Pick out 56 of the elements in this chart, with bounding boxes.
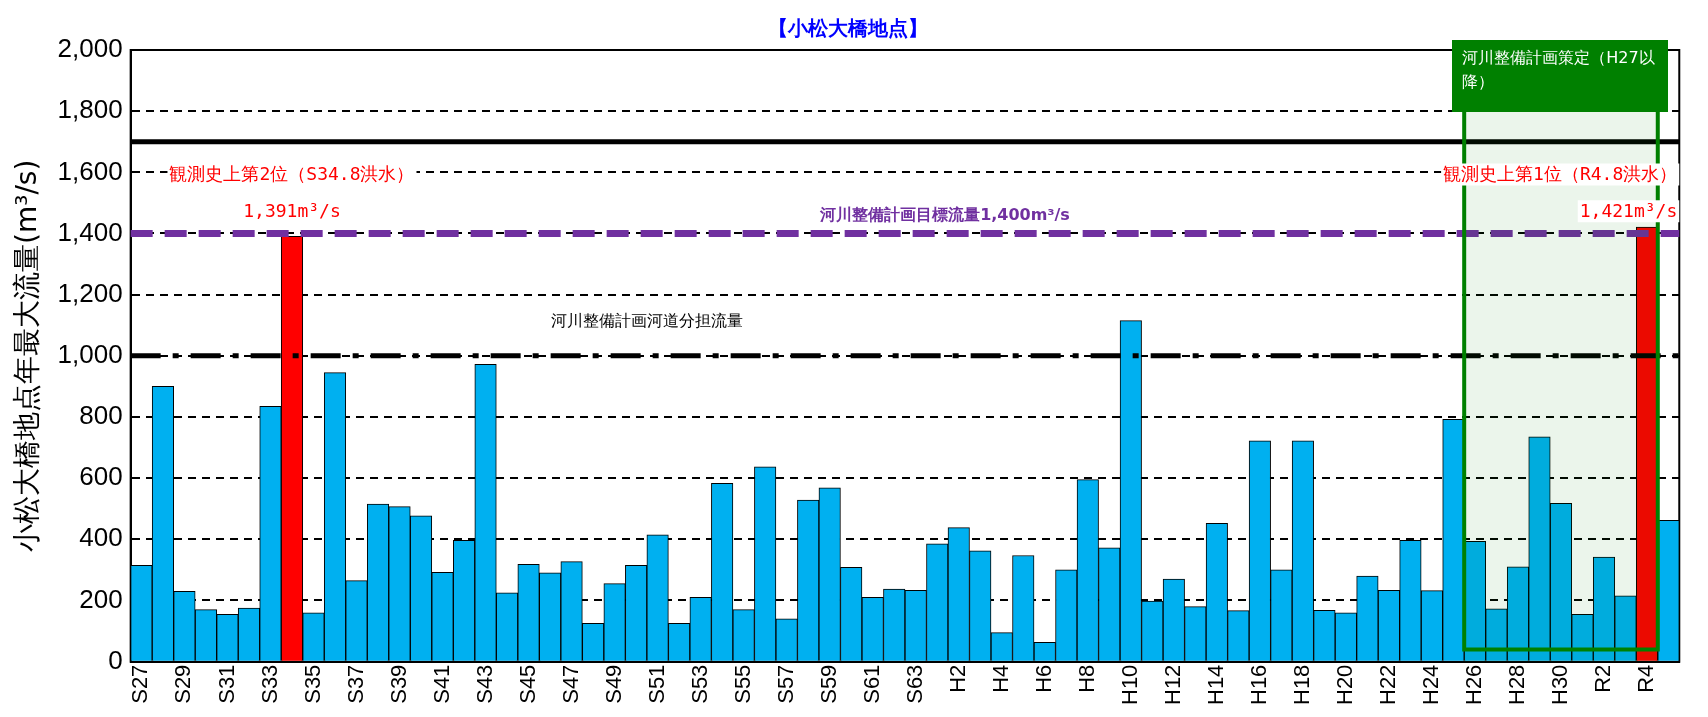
x-tick-label: S41: [428, 664, 454, 704]
y-tick-label: 2,000: [57, 33, 123, 64]
y-tick-label: 1,600: [57, 155, 123, 186]
x-tick-label: S59: [815, 664, 841, 704]
x-tick-label: S51: [643, 664, 669, 704]
x-tick-label: R4: [1633, 664, 1659, 693]
ref-line-label: 河川整備計画目標流量1,400m³/s: [819, 204, 1070, 224]
y-tick-label: 200: [79, 583, 123, 614]
y-tick-label: 1,800: [57, 94, 123, 125]
y-tick-label: 0: [108, 644, 123, 675]
x-tick-label: S43: [471, 664, 497, 704]
y-tick-label: 800: [79, 400, 123, 431]
y-tick-label: 1,400: [57, 216, 123, 247]
x-tick-label: H24: [1418, 664, 1443, 705]
x-tick-label: S53: [686, 664, 712, 704]
chart-title: 【小松大橋地点】: [768, 16, 928, 41]
x-tick-label: S33: [256, 664, 282, 704]
x-tick-label: H14: [1202, 664, 1228, 705]
x-tick-label: S45: [514, 664, 540, 704]
x-tick-label: H6: [1030, 664, 1056, 693]
x-tick-label: S27: [127, 664, 153, 704]
data-label: 1,421m³/s: [1579, 199, 1678, 221]
x-tick-label: S35: [299, 664, 325, 704]
x-tick-label: H22: [1374, 664, 1400, 705]
x-tick-label: S63: [901, 664, 927, 704]
x-tick-label: H8: [1073, 664, 1099, 693]
ref-line-label: 河川整備計画河道分担流量: [550, 310, 743, 330]
x-tick-label: S37: [342, 664, 368, 704]
x-tick-label: R2: [1590, 664, 1616, 693]
y-tick-label: 600: [79, 461, 123, 492]
x-tick-label: S47: [557, 664, 583, 704]
x-tick-label: H18: [1288, 664, 1314, 705]
x-tick-label: H26: [1461, 664, 1487, 705]
x-tick-label: S55: [729, 664, 755, 704]
x-tick-label: H10: [1116, 664, 1142, 705]
x-tick-label: H28: [1504, 664, 1530, 705]
band-label: 河川整備計画策定（H27以降）: [1452, 40, 1668, 112]
x-tick-label: H16: [1245, 664, 1271, 705]
x-tick-label: H4: [987, 664, 1013, 693]
y-tick-label: 400: [79, 522, 123, 553]
x-tick-label: H30: [1547, 664, 1573, 705]
x-tick-label: S39: [385, 664, 411, 704]
x-tick-label: H2: [944, 664, 970, 693]
x-tick-label: H12: [1159, 664, 1185, 705]
y-axis-title: 小松大橋地点年最大流量(m³/s): [10, 159, 44, 553]
x-tick-label: S29: [170, 664, 196, 704]
x-tick-label: S31: [213, 664, 239, 704]
x-tick-label: S61: [858, 664, 884, 704]
data-label: 1,391m³/s: [243, 199, 341, 221]
x-tick-label: H20: [1331, 664, 1357, 705]
x-tick-label: S49: [600, 664, 626, 704]
y-tick-label: 1,000: [57, 338, 123, 369]
annotation: 観測史上第1位（R4.8洪水）: [1443, 163, 1678, 185]
x-tick-label: S57: [772, 664, 798, 704]
y-tick-label: 1,200: [57, 277, 123, 308]
annotation: 観測史上第2位（S34.8洪水）: [169, 163, 415, 185]
